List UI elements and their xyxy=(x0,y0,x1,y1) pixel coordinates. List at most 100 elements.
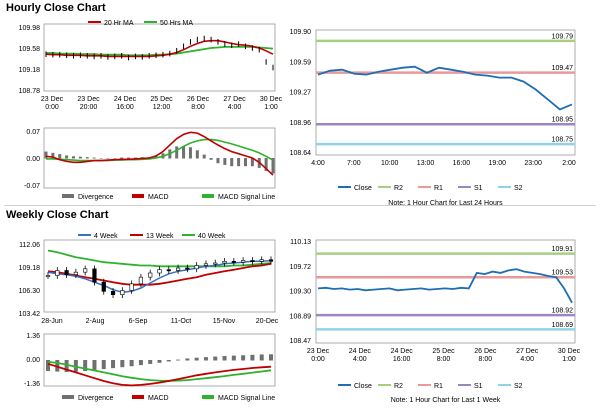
weekly-divergence-bar xyxy=(250,354,255,361)
weekly-candle-body xyxy=(250,260,255,263)
weekly-macd-legend-macd-swatch xyxy=(132,395,144,399)
weekly-candle-body xyxy=(110,291,116,295)
hourly-divergence-bar xyxy=(127,157,131,159)
weekly-levels-y-tick: 108.47 xyxy=(290,338,312,345)
weekly-candle-body xyxy=(213,262,218,265)
weekly-divergence-bar xyxy=(46,360,50,372)
weekly-divergence-bar xyxy=(194,357,199,361)
hourly-levels-y-tick: 108.64 xyxy=(290,150,312,157)
hourly-levels-x-tick: 4:00 xyxy=(311,160,325,167)
hourly-divergence-bar xyxy=(78,156,82,159)
hourly-macd-legend-macd-swatch xyxy=(132,194,144,198)
weekly-levels-plot-area xyxy=(315,239,576,344)
hourly-price-y-tick: 109.98 xyxy=(19,25,41,32)
hourly-divergence-bar xyxy=(92,157,96,159)
weekly-price-legend-13-week-label: 13 Week xyxy=(146,233,174,240)
weekly-candle-body xyxy=(185,267,190,270)
weekly-levels-legend-r1-label: R1 xyxy=(434,383,443,390)
weekly-macd-line xyxy=(47,362,272,387)
weekly-candle-body xyxy=(222,261,227,264)
hourly-divergence-bar xyxy=(250,158,254,167)
weekly-price-legend-40-week-label: 40 Week xyxy=(198,233,226,240)
hourly-levels-legend-s2-label: S2 xyxy=(514,185,523,192)
hourly-macd-legend-macd-signal-line-label: MACD Signal Line xyxy=(218,194,275,201)
weekly-candle-body xyxy=(166,269,171,272)
weekly-levels-legend-r2-label: R2 xyxy=(394,383,403,390)
weekly-levels-legend-s2-label: S2 xyxy=(514,383,523,390)
weekly-levels-x-tick: 24 Dec 4:00 xyxy=(349,348,372,363)
hourly-divergence-bar xyxy=(133,157,137,159)
weekly-candle-body xyxy=(83,268,88,273)
hourly-divergence-bar xyxy=(106,158,110,159)
weekly-candle-body xyxy=(55,270,60,276)
weekly-levels-x-tick: 30 Dec 1:00 xyxy=(558,348,581,363)
weekly-levels-note: Note: 1 Hour Chart for Last 1 Week xyxy=(391,397,501,404)
weekly-candle-body xyxy=(259,259,264,262)
hourly-macd-line xyxy=(45,131,274,176)
hourly-macd-y-tick: 0.00 xyxy=(26,156,40,163)
weekly-levels-x-tick: 23 Dec 0:00 xyxy=(307,348,330,363)
weekly-divergence-bar xyxy=(203,357,208,361)
hourly-divergence-bar xyxy=(209,158,213,160)
weekly-candle-body xyxy=(194,265,199,270)
hourly-divergence-bar xyxy=(243,158,247,167)
weekly-levels-legend-close-label: Close xyxy=(354,383,372,390)
weekly-price-x-tick: 11-Oct xyxy=(171,318,192,325)
hourly-levels-close-line xyxy=(317,65,573,111)
weekly-divergence-bar xyxy=(185,358,190,361)
weekly-levels-x-tick: 26 Dec 8:00 xyxy=(474,348,497,363)
hourly-50hr-ma-line xyxy=(46,46,274,57)
weekly-levels-y-tick: 109.72 xyxy=(290,264,312,271)
hourly-levels-level-label-s1: 108.95 xyxy=(552,117,574,124)
weekly-divergence-bar xyxy=(138,360,143,366)
weekly-levels-y-tick: 110.13 xyxy=(290,239,311,246)
hourly-price-y-tick: 109.58 xyxy=(19,46,41,53)
hourly-levels-legend-r1-label: R1 xyxy=(434,185,443,192)
weekly-candle-body xyxy=(101,281,106,292)
weekly-candle-body xyxy=(157,269,162,274)
hourly-levels-level-label-r1: 109.47 xyxy=(552,65,574,72)
hourly-levels-x-tick: 7:00 xyxy=(347,160,361,167)
weekly-divergence-bar xyxy=(157,360,162,363)
hourly-macd-legend-macd-signal-line-swatch xyxy=(202,194,214,198)
weekly-price-x-tick: 15-Nov xyxy=(213,318,236,325)
weekly-price-plot-area xyxy=(43,239,276,313)
weekly-divergence-bar xyxy=(83,360,88,372)
weekly-candle-body xyxy=(73,271,78,275)
hourly-levels-legend-s1-label: S1 xyxy=(474,185,483,192)
weekly-candle-body xyxy=(120,290,125,295)
hourly-price-x-tick: 30 Dec 1:00 xyxy=(260,96,283,111)
hourly-divergence-bar xyxy=(85,157,89,159)
weekly-macd-legend-macd-label: MACD xyxy=(148,395,169,402)
hourly-divergence-bar xyxy=(271,158,275,174)
weekly-price-y-tick: 112.06 xyxy=(19,242,40,249)
weekly-macd-legend-divergence-swatch xyxy=(62,395,74,399)
hourly-levels-level-label-s2: 108.75 xyxy=(552,137,574,144)
hourly-divergence-bar xyxy=(72,156,76,159)
hourly-divergence-bar xyxy=(182,146,186,159)
hourly-price-legend-20-hr-ma-label: 20 Hr MA xyxy=(104,20,134,27)
hourly-price-x-tick: 24 Dec 16:00 xyxy=(114,96,137,111)
weekly-divergence-bar xyxy=(64,360,69,372)
hourly-divergence-bar xyxy=(120,157,124,159)
hourly-levels-x-tick: 10:00 xyxy=(381,160,399,167)
hourly-levels-x-tick: 13:00 xyxy=(417,160,435,167)
weekly-price-legend-4-week-label: 4 Week xyxy=(94,233,118,240)
weekly-candle-body xyxy=(148,272,153,278)
hourly-price-x-tick: 23 Dec 20:00 xyxy=(77,96,100,111)
hourly-section-title: Hourly Close Chart xyxy=(6,2,106,14)
hourly-divergence-bar xyxy=(202,154,206,159)
weekly-candle-body xyxy=(175,267,181,271)
weekly-candle-body xyxy=(203,263,209,266)
weekly-levels-level-label-s1: 108.92 xyxy=(552,308,574,315)
hourly-divergence-bar xyxy=(223,158,227,165)
hourly-divergence-bar xyxy=(113,158,117,159)
weekly-divergence-bar xyxy=(92,360,97,371)
hourly-levels-note: Note: 1 Hour Chart for Last 24 Hours xyxy=(388,200,503,207)
weekly-levels-x-tick: 24 Dec 16:00 xyxy=(391,348,414,363)
hourly-macd-legend-macd-label: MACD xyxy=(148,194,169,201)
hourly-divergence-bar xyxy=(237,158,241,167)
weekly-divergence-bar xyxy=(269,354,273,361)
hourly-divergence-bar xyxy=(264,158,268,171)
